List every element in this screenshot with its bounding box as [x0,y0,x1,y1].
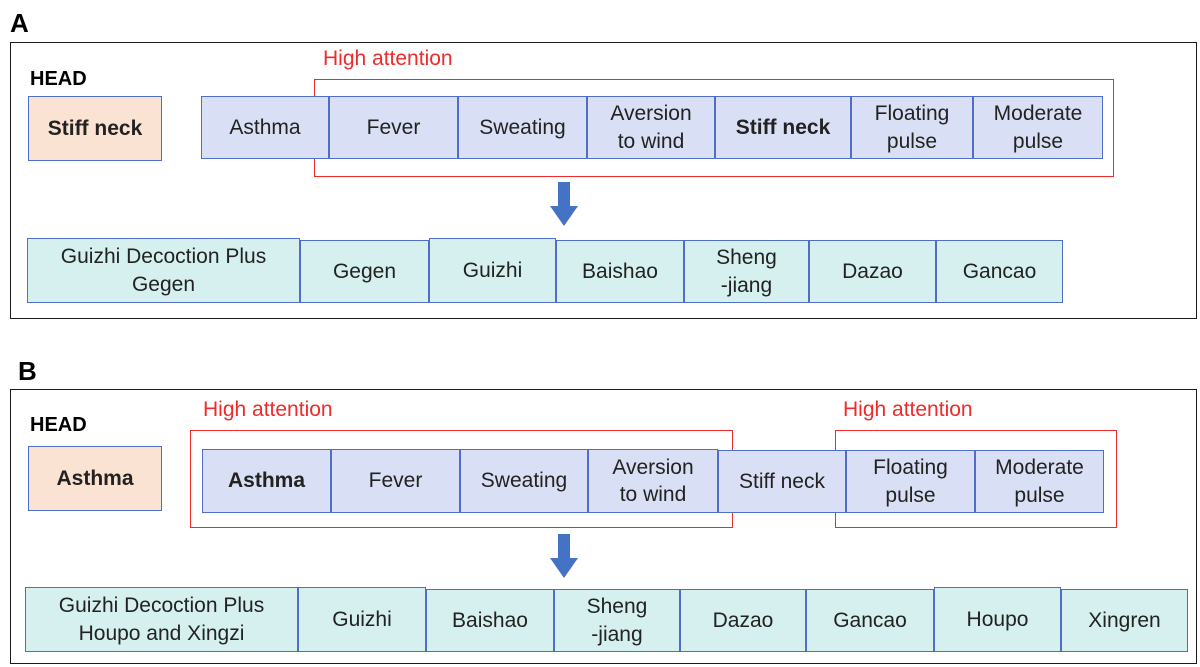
panel-a-letter: A [10,8,29,38]
panel-a-herb-formula: Guizhi Decoction Plus Gegen [27,238,300,303]
panel-b-herb-gancao: Gancao [806,589,934,652]
panel-b-herb-xingren: Xingren [1061,589,1188,652]
panel-b-symptom-fever: Fever [331,449,460,513]
panel-b-herb-shengjiang: Sheng -jiang [554,589,680,652]
panel-a-symptom-aversion-to-wind: Aversion to wind [587,96,715,159]
panel-a-down-arrow-icon [550,182,578,226]
panel-b-symptom-aversion-to-wind: Aversion to wind [588,449,718,513]
panel-b-symptom-moderate-pulse: Moderate pulse [975,450,1104,513]
panel-a-herb-gegen: Gegen [300,240,429,303]
panel-a-symptom-stiff-neck: Stiff neck [715,96,851,159]
panel-b-symptom-floating-pulse: Floating pulse [846,450,975,513]
panel-b-down-arrow-icon [550,534,578,578]
panel-b-herb-guizhi: Guizhi [298,587,426,652]
panel-a-symptom-fever: Fever [329,96,458,159]
panel-a-head-cell: Stiff neck [28,96,162,161]
panel-a-herb-baishao: Baishao [556,240,684,303]
panel-a-symptom-moderate-pulse: Moderate pulse [973,96,1103,159]
panel-b-symptom-asthma: Asthma [202,449,331,513]
panel-b-herb-dazao: Dazao [680,589,806,652]
panel-a-symptom-floating-pulse: Floating pulse [851,96,973,159]
panel-b-symptom-sweating: Sweating [460,449,588,513]
panel-b-attention-label-1: High attention [203,398,333,421]
panel-a-head-label: HEAD [30,68,87,90]
panel-b-letter: B [18,356,37,386]
panel-a-herb-gancao: Gancao [936,240,1063,303]
panel-b-herb-formula: Guizhi Decoction Plus Houpo and Xingzi [25,587,298,652]
panel-b-head-label: HEAD [30,414,87,436]
panel-a-herb-guizhi: Guizhi [429,238,556,303]
panel-b-herb-houpo: Houpo [934,587,1061,652]
panel-a-herb-dazao: Dazao [809,240,936,303]
panel-a-herb-shengjiang: Sheng -jiang [684,240,809,303]
panel-b-attention-label-2: High attention [843,398,973,421]
panel-b-symptom-stiff-neck: Stiff neck [718,450,846,513]
panel-a-attention-label: High attention [323,47,453,70]
panel-b-head-cell: Asthma [28,446,162,511]
panel-a-symptom-asthma: Asthma [201,96,329,159]
panel-b-herb-baishao: Baishao [426,589,554,652]
panel-a-symptom-sweating: Sweating [458,96,587,159]
